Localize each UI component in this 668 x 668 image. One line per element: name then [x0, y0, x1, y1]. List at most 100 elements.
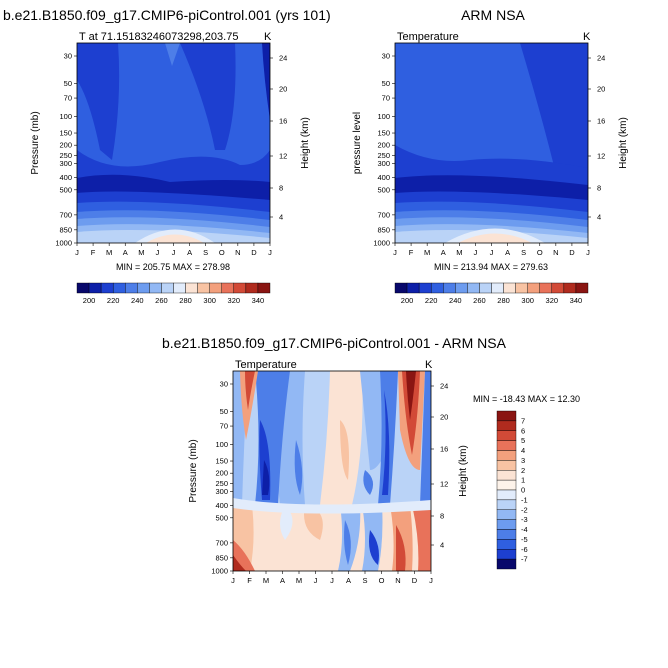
colorbar-swatch [112, 282, 126, 294]
colorbar-swatch [496, 529, 517, 540]
month-tick-label: J [474, 248, 478, 257]
colorbar-swatch [496, 420, 517, 431]
colorbar-swatch [539, 282, 553, 294]
pressure-tick-label: 70 [220, 422, 228, 431]
height-tick-label: 16 [279, 117, 287, 126]
colorbar-swatch [496, 460, 517, 471]
colorbar-label: 7 [521, 416, 525, 425]
panel-difference-ylabel: Pressure (mb) [188, 439, 199, 502]
panel-difference-units: K [425, 359, 433, 371]
pressure-tick-label: 250 [215, 479, 228, 488]
pressure-tick-label: 30 [64, 52, 72, 61]
month-tick-label: D [251, 248, 257, 257]
colorbar-label: 200 [83, 296, 96, 305]
month-tick-label: O [219, 248, 225, 257]
colorbar-swatch [418, 282, 432, 294]
pressure-tick-label: 1000 [55, 239, 72, 248]
month-tick-label: O [537, 248, 543, 257]
height-tick-label: 16 [597, 117, 605, 126]
colorbar-swatch [221, 282, 235, 294]
month-tick-label: M [296, 576, 302, 585]
colorbar-swatch [496, 549, 517, 560]
colorbar-swatch [149, 282, 162, 294]
colorbar-label: -5 [521, 535, 528, 544]
colorbar-swatch [430, 282, 444, 294]
height-tick-label: 12 [279, 152, 287, 161]
month-tick-label: J [429, 576, 433, 585]
month-tick-label: F [247, 576, 252, 585]
pressure-tick-label: 300 [59, 159, 72, 168]
month-tick-label: F [409, 248, 414, 257]
panel-model-field [77, 43, 270, 243]
colorbar-swatch [443, 282, 456, 294]
colorbar-swatch [245, 282, 259, 294]
panel-difference-minmax: MIN = -18.43 MAX = 12.30 [473, 394, 580, 404]
colorbar-observation: 200 220 240 260 280 300 320 340 [394, 282, 589, 305]
pressure-tick-label: 500 [59, 185, 72, 194]
month-tick-label: A [280, 576, 285, 585]
colorbar-swatch [563, 282, 577, 294]
panel-model-subtitle: T at 71.15183246073298,203.75 [79, 31, 238, 43]
height-tick-label: 4 [279, 213, 283, 222]
colorbar-label: 5 [521, 436, 525, 445]
month-tick-label: N [553, 248, 558, 257]
panel-difference-subtitle: Temperature [235, 359, 297, 371]
colorbar-label: 220 [107, 296, 120, 305]
month-tick-label: D [569, 248, 575, 257]
pressure-tick-label: 150 [377, 129, 390, 138]
month-tick-label: J [231, 576, 235, 585]
colorbar-label: 320 [546, 296, 559, 305]
height-tick-label: 24 [279, 54, 287, 63]
height-tick-label: 24 [440, 382, 448, 391]
colorbar-swatch [496, 410, 517, 422]
colorbar-label: 4 [521, 446, 525, 455]
pressure-tick-label: 150 [59, 129, 72, 138]
colorbar-label: 260 [155, 296, 168, 305]
colorbar-swatch [125, 282, 138, 294]
pressure-tick-label: 100 [215, 440, 228, 449]
colorbar-label: 340 [252, 296, 265, 305]
month-tick-label: J [490, 248, 494, 257]
colorbar-swatch [496, 430, 517, 441]
pressure-tick-label: 100 [377, 112, 390, 121]
colorbar-swatch [455, 282, 468, 294]
height-tick-label: 12 [597, 152, 605, 161]
height-tick-label: 16 [440, 445, 448, 454]
colorbar-swatch [491, 282, 504, 294]
panel-difference-ylabel-right: Height (km) [458, 445, 469, 497]
colorbar-swatch [88, 282, 102, 294]
month-tick-label: S [521, 248, 526, 257]
pressure-tick-label: 250 [59, 151, 72, 160]
pressure-tick-label: 1000 [373, 239, 390, 248]
month-tick-label: F [91, 248, 96, 257]
colorbar-swatch [173, 282, 186, 294]
month-tick-label: J [268, 248, 272, 257]
panel-observation-units: K [583, 31, 591, 43]
colorbar-swatch [496, 450, 517, 461]
pressure-tick-label: 70 [382, 94, 390, 103]
height-tick-label: 8 [279, 184, 283, 193]
month-tick-label: M [424, 248, 430, 257]
pressure-tick-label: 400 [215, 501, 228, 510]
colorbar-label: 300 [203, 296, 216, 305]
month-tick-label: N [235, 248, 240, 257]
colorbar-swatch [496, 470, 517, 481]
height-tick-label: 20 [440, 413, 448, 422]
month-tick-label: M [456, 248, 462, 257]
pressure-tick-label: 300 [377, 159, 390, 168]
colorbar-swatch [527, 282, 540, 294]
colorbar-swatch [496, 509, 517, 520]
month-tick-label: J [156, 248, 160, 257]
pressure-tick-label: 200 [215, 469, 228, 478]
colorbar-swatch [496, 489, 517, 501]
colorbar-label: -6 [521, 545, 528, 554]
month-tick-label: J [586, 248, 590, 257]
panel-model: b.e21.B1850.f09_g17.CMIP6-piControl.001 … [3, 7, 331, 272]
month-tick-label: A [441, 248, 446, 257]
colorbar-swatch [209, 282, 222, 294]
colorbar-swatch [496, 558, 517, 570]
colorbar-swatch [185, 282, 198, 294]
